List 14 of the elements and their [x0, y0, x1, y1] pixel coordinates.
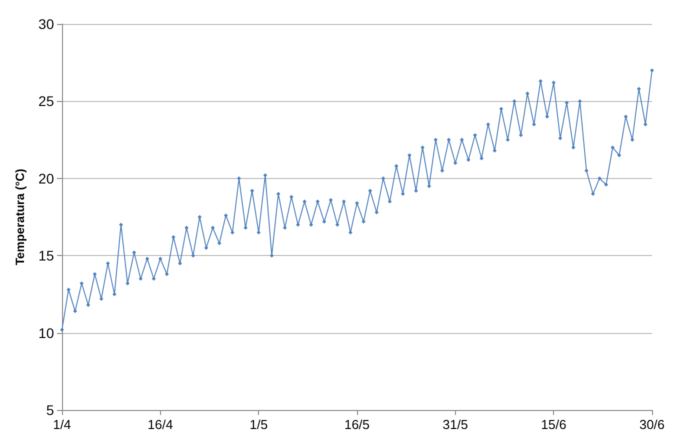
- x-tick-label: 1/5: [250, 417, 268, 432]
- x-tick-label: 15/6: [541, 417, 566, 432]
- y-tick-label: 5: [46, 402, 54, 418]
- x-tick-label: 30/6: [639, 417, 665, 432]
- y-tick-label: 15: [38, 248, 54, 264]
- y-tick-label: 25: [38, 93, 54, 110]
- x-tick-label: 31/5: [442, 417, 468, 432]
- y-tick-label: 10: [38, 324, 54, 341]
- y-tick-label: 20: [38, 170, 54, 186]
- y-tick-label: 30: [38, 16, 54, 32]
- y-axis-title: Temperatura (°C): [13, 168, 27, 266]
- x-tick-label: 16/5: [344, 417, 370, 432]
- x-tick-label: 1/4: [52, 417, 72, 432]
- x-tick-label: 16/4: [148, 417, 173, 432]
